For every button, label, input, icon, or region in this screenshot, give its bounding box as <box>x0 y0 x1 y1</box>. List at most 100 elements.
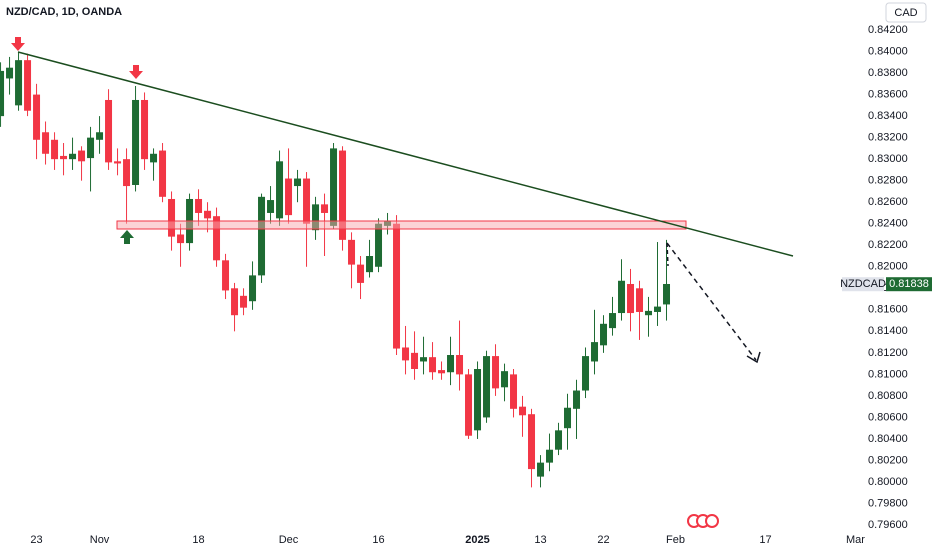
candle-body <box>123 159 131 187</box>
y-tick-label: 0.81600 <box>868 304 908 316</box>
candle-body <box>483 356 491 418</box>
candle-body <box>348 239 356 265</box>
projection-arrow <box>666 242 757 361</box>
x-tick-label: Mar <box>846 534 865 546</box>
y-tick-label: 0.83600 <box>868 88 908 100</box>
candle-body <box>204 210 212 219</box>
candle-body <box>285 178 293 216</box>
candle-body <box>447 355 455 373</box>
candle-body <box>654 306 662 312</box>
candle-body <box>249 275 257 302</box>
candle-body <box>339 150 347 240</box>
candle-body <box>600 323 608 346</box>
candle-body <box>501 371 509 388</box>
candle-body <box>618 280 626 314</box>
candle-body <box>366 256 374 273</box>
candle-body <box>258 196 266 276</box>
candle-body <box>132 99 140 185</box>
candle-body <box>114 161 122 164</box>
candle-body <box>141 99 149 160</box>
plot <box>0 51 671 488</box>
y-tick-label: 0.80400 <box>868 433 908 445</box>
currency-label: CAD <box>894 7 917 19</box>
x-tick-label: 23 <box>30 534 42 546</box>
series-name-box <box>842 277 884 292</box>
candle-body <box>555 430 563 450</box>
candle-body <box>33 94 41 140</box>
candle-body <box>510 374 518 409</box>
candle-body <box>375 223 383 267</box>
candle-body <box>411 352 419 370</box>
candle-body <box>195 198 203 213</box>
y-tick-label: 0.79800 <box>868 497 908 509</box>
candle-body <box>519 406 527 416</box>
candle-body <box>78 150 86 162</box>
y-tick-label: 0.80200 <box>868 454 908 466</box>
candle-body <box>87 137 95 159</box>
candle-body <box>294 178 302 187</box>
candle-body <box>96 132 104 140</box>
projection-line <box>666 242 669 267</box>
y-tick-label: 0.83800 <box>868 67 908 79</box>
y-tick-label: 0.80800 <box>868 390 908 402</box>
candle-body <box>582 356 590 391</box>
candle-body <box>105 99 113 163</box>
x-tick-label: 22 <box>597 534 609 546</box>
down-arrow <box>11 37 25 51</box>
y-tick-label: 0.79600 <box>868 519 908 531</box>
candle-body <box>0 70 5 117</box>
candle-body <box>456 355 464 375</box>
resistance-zone <box>116 220 687 230</box>
candle-body <box>537 462 545 477</box>
candle-body <box>303 178 311 224</box>
candle-body <box>321 204 329 213</box>
x-tick-label: 2025 <box>465 534 489 546</box>
series-name: NZDCAD <box>840 278 886 290</box>
y-tick-label: 0.82800 <box>868 175 908 187</box>
y-tick-label: 0.81000 <box>868 368 908 380</box>
candle-body <box>573 390 581 409</box>
candle-body <box>159 150 167 197</box>
candle-body <box>420 357 428 362</box>
candle-body <box>231 288 239 316</box>
y-tick-label: 0.82600 <box>868 196 908 208</box>
y-tick-label: 0.83400 <box>868 110 908 122</box>
candle-body <box>150 153 158 163</box>
candle-body <box>267 200 275 213</box>
x-tick-label: 16 <box>372 534 384 546</box>
candle-body <box>636 288 644 312</box>
last-price-label: 0.81838 <box>889 278 929 290</box>
candle-body <box>357 264 365 283</box>
y-tick-label: 0.83000 <box>868 153 908 165</box>
y-tick-label: 0.82000 <box>868 261 908 273</box>
y-tick-label: 0.80600 <box>868 411 908 423</box>
x-tick-label: Dec <box>279 534 299 546</box>
candle-body <box>465 374 473 436</box>
x-tick-label: 18 <box>192 534 204 546</box>
candle-body <box>60 155 68 160</box>
y-tick-label: 0.84000 <box>868 45 908 57</box>
candle-body <box>609 313 617 329</box>
candle-body <box>663 283 671 305</box>
currency-box[interactable] <box>885 2 927 23</box>
x-tick-label: Feb <box>666 534 685 546</box>
candle-body <box>492 356 500 389</box>
candle-body <box>402 347 410 361</box>
last-price-box <box>886 277 932 292</box>
x-tick-label: 13 <box>534 534 546 546</box>
candle-body <box>240 295 248 308</box>
y-tick-label: 0.82400 <box>868 218 908 230</box>
down-arrow <box>129 65 143 79</box>
candle-body <box>564 407 572 429</box>
y-tick-label: 0.80000 <box>868 476 908 488</box>
trend-line <box>17 51 794 257</box>
candle-body <box>6 67 14 79</box>
arrow-head <box>746 351 761 364</box>
candle-body <box>438 370 446 374</box>
candle-body <box>546 449 554 463</box>
y-tick-label: 0.81200 <box>868 347 908 359</box>
candle-body <box>276 161 284 219</box>
candle-body <box>330 148 338 226</box>
candle-body <box>69 153 77 160</box>
